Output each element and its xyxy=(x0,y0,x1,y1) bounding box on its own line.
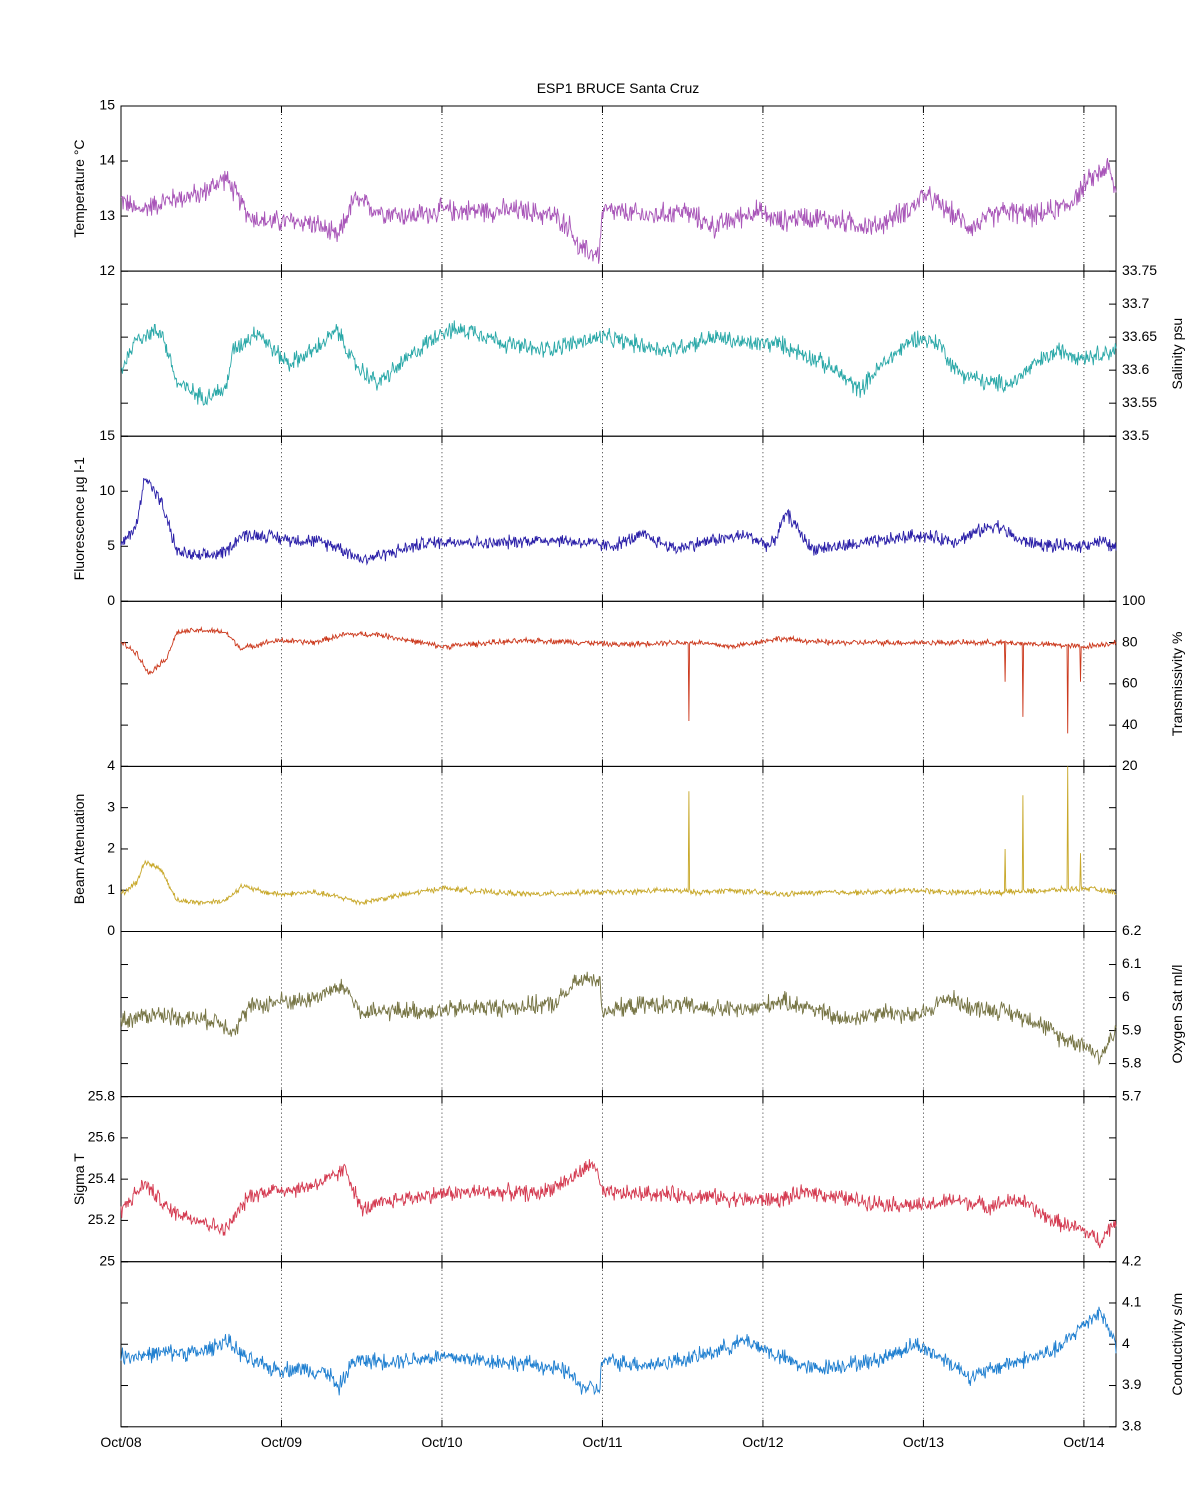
y-tick-label: 3.8 xyxy=(1122,1418,1142,1434)
panel-frame xyxy=(120,931,1117,1098)
series-line xyxy=(120,1306,1117,1396)
panel-frame xyxy=(120,600,1117,767)
y-tick-label: 5.8 xyxy=(1122,1054,1142,1070)
y-tick-label: 33.5 xyxy=(1122,427,1149,443)
y-tick-label: 0 xyxy=(107,922,115,938)
y-tick-label: 4.1 xyxy=(1122,1294,1142,1310)
y-tick-label: 25.4 xyxy=(88,1170,115,1186)
x-axis: Oct/08 Oct/09 Oct/10 Oct/11 Oct/12 Oct/13 Oct/… xyxy=(100,1434,1104,1450)
y-axis-label: Conductivity s/m xyxy=(1169,1293,1185,1396)
y-tick-label: 0 xyxy=(107,592,115,608)
x-tick-label: Oct/14 xyxy=(1063,1434,1104,1450)
y-tick-label: 13 xyxy=(99,207,115,223)
y-tick-label: 4 xyxy=(1122,1335,1130,1351)
x-tick-label: Oct/11 xyxy=(582,1434,622,1450)
y-tick-label: 15 xyxy=(99,97,115,113)
y-tick-label: 80 xyxy=(1122,633,1138,649)
panel-frame xyxy=(120,105,1117,272)
y-axis-label: Beam Attenuation xyxy=(71,794,87,905)
panel-7: 3.8 3.9 4 4.1 4.2 Conductivity s/m xyxy=(120,1252,1185,1434)
y-axis-label: Fluorescence µg l-1 xyxy=(71,457,87,580)
panel-frame xyxy=(120,1261,1117,1428)
y-tick-label: 3 xyxy=(107,798,115,814)
series-line xyxy=(120,971,1117,1066)
y-tick-label: 60 xyxy=(1122,675,1138,691)
panel-frame xyxy=(120,435,1117,602)
series-line xyxy=(120,158,1117,264)
panel-2: 0 5 10 15 Fluorescence µg l-1 xyxy=(71,427,1117,608)
y-tick-label: 25 xyxy=(99,1252,115,1268)
y-tick-label: 25.2 xyxy=(88,1211,115,1227)
x-tick-label: Oct/13 xyxy=(903,1434,944,1450)
panel-frame xyxy=(120,1096,1117,1263)
y-tick-label: 3.9 xyxy=(1122,1376,1142,1392)
y-tick-label: 5.7 xyxy=(1122,1087,1142,1103)
y-tick-label: 4.2 xyxy=(1122,1252,1142,1268)
panel-frame xyxy=(120,765,1117,933)
series-line xyxy=(120,320,1117,406)
chart-title: ESP1 BRUCE Santa Cruz xyxy=(537,80,700,96)
y-tick-label: 33.75 xyxy=(1122,262,1157,278)
x-tick-label: Oct/12 xyxy=(742,1434,783,1450)
x-tick-label: Oct/08 xyxy=(100,1434,141,1450)
y-tick-label: 4 xyxy=(107,757,115,773)
panel-frame xyxy=(120,270,1117,437)
y-axis-label: Transmissivity % xyxy=(1169,632,1185,737)
y-tick-label: 33.7 xyxy=(1122,295,1149,311)
series-line xyxy=(120,1159,1117,1249)
y-tick-label: 15 xyxy=(99,427,115,443)
y-tick-label: 2 xyxy=(107,840,115,856)
panel-4: 0 1 2 3 4 Beam Attenuation xyxy=(71,757,1117,938)
y-tick-label: 5.9 xyxy=(1122,1021,1142,1037)
series-line xyxy=(120,477,1117,566)
series-line xyxy=(120,626,1117,734)
y-tick-label: 1 xyxy=(107,881,115,897)
y-tick-label: 33.55 xyxy=(1122,394,1157,410)
y-tick-label: 6.2 xyxy=(1122,922,1142,938)
y-axis-label: Sigma T xyxy=(71,1153,87,1205)
y-tick-label: 12 xyxy=(99,262,115,278)
y-tick-label: 6 xyxy=(1122,988,1130,1004)
y-tick-label: 33.6 xyxy=(1122,361,1149,377)
y-tick-label: 25.8 xyxy=(88,1087,115,1103)
y-tick-label: 25.6 xyxy=(88,1129,115,1145)
x-tick-label: Oct/09 xyxy=(261,1434,302,1450)
x-tick-label: Oct/10 xyxy=(421,1434,462,1450)
panel-6: 25 25.2 25.4 25.6 25.8 Sigma T xyxy=(71,1087,1117,1268)
y-tick-label: 14 xyxy=(99,152,115,168)
y-tick-label: 6.1 xyxy=(1122,955,1142,971)
y-axis-label: Temperature °C xyxy=(71,139,87,237)
y-tick-label: 20 xyxy=(1122,757,1138,773)
series-line xyxy=(120,766,1117,907)
panel-1: 33.5 33.55 33.6 33.65 33.7 33.75 Salinity psu xyxy=(120,262,1185,443)
y-tick-label: 40 xyxy=(1122,716,1138,732)
y-axis-label: Salinity psu xyxy=(1169,318,1185,390)
y-tick-label: 33.65 xyxy=(1122,328,1157,344)
y-tick-label: 100 xyxy=(1122,592,1146,608)
panel-3: 20 40 60 80 100 Transmissivity % xyxy=(120,592,1185,773)
panel-0: 12 13 14 15 Temperature °C xyxy=(71,97,1117,278)
y-axis-label: Oxygen Sat ml/l xyxy=(1169,965,1185,1064)
panel-5: 5.7 5.8 5.9 6 6.1 6.2 Oxygen Sat ml/l xyxy=(120,922,1185,1103)
y-tick-label: 10 xyxy=(99,482,115,498)
y-tick-label: 5 xyxy=(107,537,115,553)
